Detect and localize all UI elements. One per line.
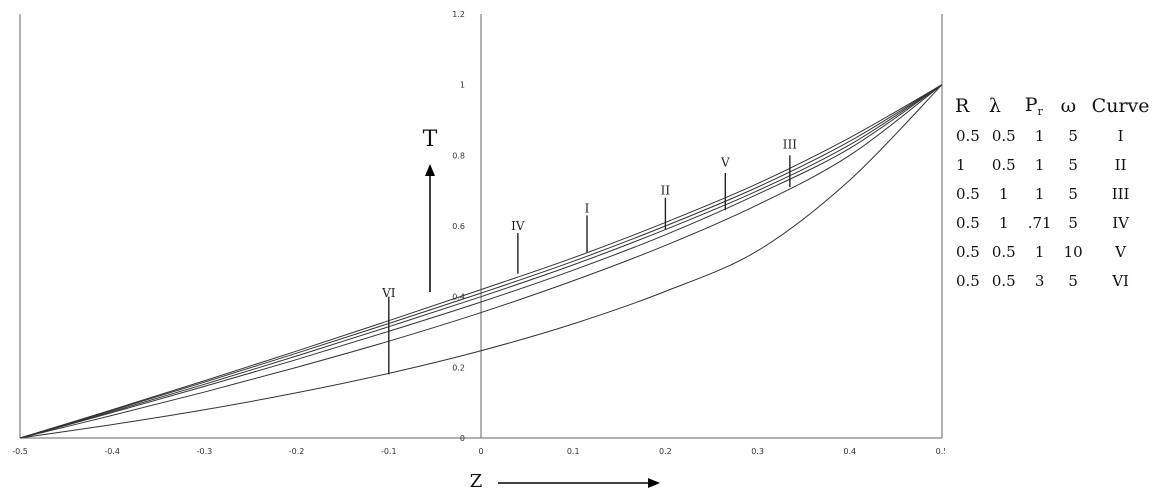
- y-tick-label: 1: [460, 81, 465, 90]
- x-tick-label: 0.2: [659, 447, 672, 456]
- legend-cell: 0.5: [956, 272, 980, 290]
- legend-table: R λ Pr ω Curve 0.5 0.5 1 5 I 1 0.5 1 5 I…: [952, 94, 1153, 298]
- x-tick-label: 0.3: [751, 447, 764, 456]
- x-tick-label: 0: [478, 447, 483, 456]
- legend-header-pr: Pr: [1022, 94, 1058, 124]
- legend-cell: III: [1111, 185, 1130, 203]
- legend-header-r-subscript: r: [1037, 105, 1043, 118]
- x-axis-arrowhead: [648, 478, 660, 488]
- legend-cell: V: [1115, 243, 1127, 261]
- legend-row: 0.5 0.5 1 5 I: [952, 124, 1153, 153]
- curve-label-IV: IV: [511, 219, 525, 233]
- y-tick-label: 1.2: [452, 10, 465, 19]
- series-line-IV: [19, 84, 943, 439]
- legend-cell: 5: [1068, 127, 1078, 145]
- curve-label-I: I: [585, 201, 590, 215]
- legend-header-p: P: [1024, 94, 1038, 116]
- chart-canvas: -0.5 -0.4 -0.3 -0.2 -0.1 0 0.1 0.2 0.3 0.4 0.5 0 0.2…: [12, 10, 945, 492]
- series-line-II: [19, 84, 943, 439]
- x-tick-label: -0.2: [289, 447, 305, 456]
- legend-cell: II: [1114, 156, 1127, 174]
- legend-cell: 1: [1034, 156, 1045, 174]
- legend-cell: 5: [1068, 185, 1078, 203]
- legend-cell: 5: [1068, 214, 1078, 232]
- x-tick-label: -0.1: [381, 447, 397, 456]
- legend-cell: 0.5: [956, 243, 980, 261]
- legend-cell: 1: [956, 156, 966, 174]
- y-axis-arrowhead: [425, 164, 435, 176]
- x-tick-label: 0.5: [936, 447, 945, 456]
- y-tick-label: 0: [460, 434, 465, 443]
- legend-cell: 5: [1068, 156, 1078, 174]
- curve-label-VI: VI: [381, 286, 396, 300]
- legend-header-r: R: [955, 95, 970, 117]
- legend-row: 0.5 1 .71 5 IV: [952, 211, 1153, 240]
- x-axis-title: Z: [470, 471, 483, 492]
- legend-cell: 5: [1068, 272, 1078, 290]
- legend-header-omega: ω: [1060, 95, 1077, 117]
- legend-cell: 0.5: [956, 214, 980, 232]
- x-tick-label: 0.1: [567, 447, 580, 456]
- legend-cell: 0.5: [956, 127, 980, 145]
- legend-cell: 1: [1034, 243, 1045, 261]
- legend-cell: 0.5: [991, 243, 1016, 261]
- curve-label-V: V: [720, 155, 730, 169]
- legend-row: 0.5 1 1 5 III: [952, 182, 1153, 211]
- curve-label-II: II: [661, 184, 671, 198]
- legend-row: 1 0.5 1 5 II: [952, 153, 1153, 182]
- series-line-III: [19, 84, 943, 439]
- legend-cell: 1: [999, 185, 1009, 203]
- y-tick-label: 0.6: [452, 222, 465, 231]
- legend-cell: 0.5: [991, 127, 1016, 145]
- y-axis-title: T: [423, 127, 438, 152]
- x-tick-label: -0.3: [197, 447, 213, 456]
- series-line-I: [19, 84, 943, 439]
- x-tick-label: -0.4: [104, 447, 120, 456]
- series-line-V: [19, 84, 943, 439]
- legend-cell: I: [1117, 127, 1124, 145]
- legend-header-lambda: λ: [988, 95, 1001, 117]
- legend-header-row: R λ Pr ω Curve: [952, 94, 1153, 124]
- legend-cell: 1: [999, 214, 1009, 232]
- y-tick-label: 0.2: [452, 363, 465, 372]
- y-tick-label: 0.8: [452, 151, 465, 160]
- parameter-legend: R λ Pr ω Curve 0.5 0.5 1 5 I 1 0.5 1 5 I…: [952, 94, 1152, 298]
- legend-cell: 10: [1063, 243, 1083, 261]
- legend-row: 0.5 0.5 3 5 VI: [952, 269, 1153, 298]
- legend-cell: 1: [1034, 185, 1045, 203]
- legend-cell: 0.5: [956, 185, 980, 203]
- x-tick-label: -0.5: [12, 447, 28, 456]
- legend-cell: 3: [1034, 272, 1045, 290]
- curve-label-III: III: [783, 138, 797, 152]
- legend-row: 0.5 0.5 1 10 V: [952, 240, 1153, 269]
- legend-cell: 0.5: [991, 272, 1016, 290]
- legend-cell: IV: [1112, 214, 1129, 232]
- legend-header-curve: Curve: [1091, 95, 1150, 117]
- legend-cell: VI: [1112, 272, 1129, 290]
- x-tick-label: 0.4: [843, 447, 856, 456]
- legend-cell: .71: [1027, 214, 1052, 232]
- series-line-VI: [19, 84, 943, 439]
- legend-cell: 0.5: [991, 156, 1016, 174]
- legend-cell: 1: [1034, 127, 1045, 145]
